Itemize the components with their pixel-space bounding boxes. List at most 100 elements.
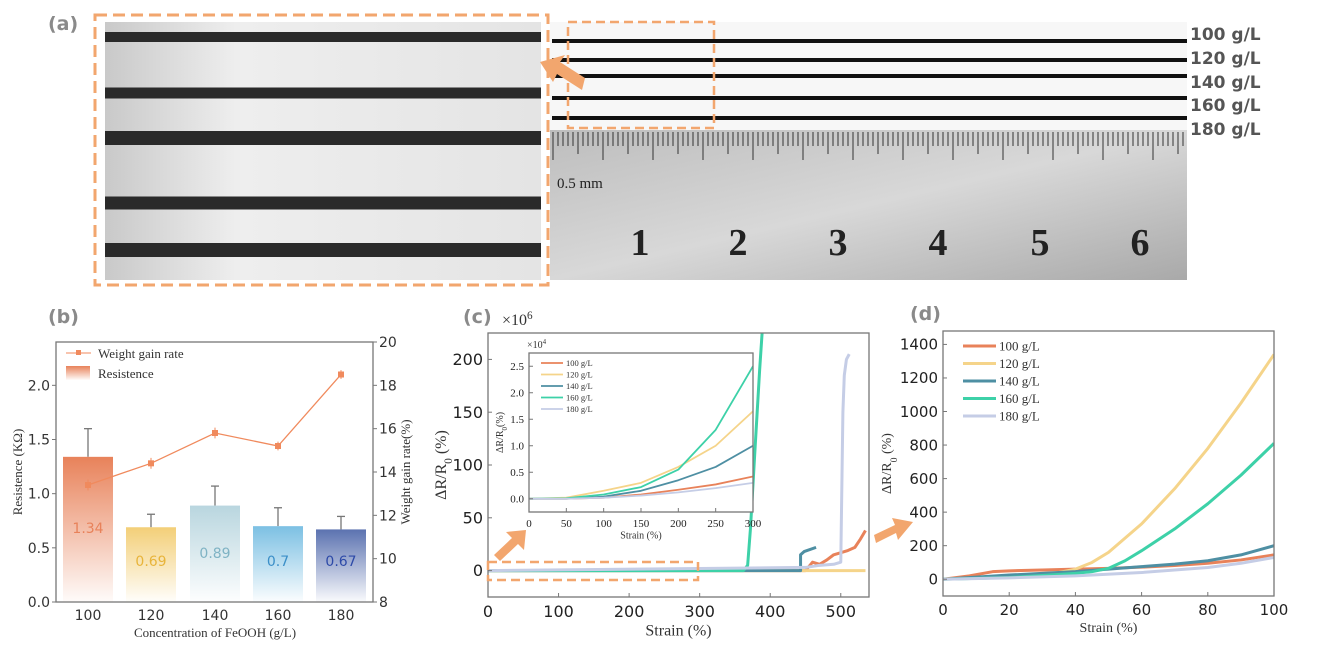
x-axis-label: Strain (%): [620, 530, 661, 541]
x-tick-label: 50: [561, 518, 573, 530]
x-tick-label: 160: [265, 608, 292, 624]
x-tick-label: 20: [1000, 601, 1019, 619]
axis-multiplier: ×104: [527, 338, 547, 351]
ruler-ticks: [552, 132, 1184, 160]
fiber: [105, 32, 541, 42]
y-axis-label-sub: 0: [443, 458, 455, 464]
series-line-180gL: [529, 481, 753, 500]
panel-b: (b) 1.340.69 0.89 0.7 0.670.00.51.01.52.081…: [10, 306, 413, 640]
y-tick-label: 100: [452, 456, 483, 475]
y-tick-label: 0.0: [28, 595, 50, 611]
y-axis-label-unit: (%): [880, 433, 895, 458]
fiber: [552, 116, 1187, 120]
x-tick-label: 60: [1132, 601, 1151, 619]
axis-multiplier: ×106: [502, 310, 533, 329]
fiber: [552, 96, 1187, 100]
y-tick-label: 2.0: [510, 388, 524, 400]
y-tick-label: 600: [909, 470, 938, 488]
multiplier-base: ×10: [502, 312, 527, 329]
x-tick-label: 100: [595, 518, 612, 530]
legend-marker-icon: [76, 350, 81, 355]
ruler-number: 5: [1031, 222, 1050, 264]
multiplier-exponent: 4: [543, 338, 547, 346]
plot-frame: [942, 330, 1275, 597]
line-point: [275, 443, 281, 449]
x-tick-label: 500: [826, 602, 857, 621]
inset-chart: 0 50 100 150 200 250 300 0.0 0.5 1.0 1.5 2.0 2.5 Stra…: [495, 338, 762, 541]
bar-value-label: 0.7: [267, 554, 289, 570]
series-group: [529, 365, 753, 500]
x-axis-label: Strain (%): [1080, 621, 1138, 636]
x-tick-label: 140: [202, 608, 229, 624]
bar: [190, 505, 240, 602]
panel-label-c: (c): [463, 306, 492, 328]
line-point: [338, 371, 344, 378]
legend-label: 100 g/L: [566, 358, 593, 368]
y-tick-label: 1200: [900, 369, 938, 387]
bar-value-label: 0.69: [135, 554, 166, 570]
zoom-region-box: [486, 560, 700, 582]
bar: [253, 526, 303, 602]
x-tick-label: 0: [938, 601, 948, 619]
series-group: [943, 353, 1274, 581]
y-tick-label: 0.5: [510, 467, 524, 479]
x-tick-label: 120: [138, 608, 165, 624]
fibers: [552, 39, 1187, 120]
multiplier-base: ×10: [527, 340, 543, 351]
concentration-label: 180 g/L: [1190, 120, 1261, 140]
legend-label: 120 g/L: [566, 369, 593, 379]
concentration-label: 160 g/L: [1190, 96, 1261, 116]
multiplier-exponent: 6: [527, 310, 533, 322]
legend-label: 100 g/L: [999, 339, 1040, 354]
legend-bar-icon: [66, 366, 90, 380]
panel-label-b: (b): [48, 306, 79, 328]
legend-label: 160 g/L: [566, 392, 593, 402]
y-axis-label-unit: (%): [495, 412, 506, 427]
fiber: [105, 131, 541, 145]
y-right-axis-label: Weight gain rate(%): [398, 419, 413, 524]
y-tick-label: 1.5: [28, 433, 50, 449]
bar-value-label: 0.67: [325, 554, 356, 570]
y-axis-label-text: ΔR/R: [880, 462, 895, 494]
y-right-tick-label: 20: [379, 335, 397, 351]
fiber: [552, 39, 1187, 43]
y-axis-label: Resistence (KΩ): [10, 429, 25, 516]
y-axis-label: ΔR/R0 (%): [433, 430, 455, 500]
panel-label-a: (a): [48, 13, 78, 35]
y-tick-label: 0.5: [28, 541, 50, 557]
y-axis-label-sub: 0: [501, 426, 509, 430]
plot-background: [529, 353, 753, 512]
series-line-100gL: [488, 529, 867, 573]
x-tick-label: 100: [1260, 601, 1289, 619]
y-tick-label: 1000: [900, 403, 938, 421]
line-point: [148, 460, 154, 467]
zoom-arrow-icon: [540, 55, 585, 90]
series-line-160gL: [488, 333, 764, 573]
x-tick-label: 300: [745, 518, 762, 530]
fiber: [105, 243, 541, 257]
y-tick-label: 1.0: [510, 441, 524, 453]
y-tick-label: 0: [928, 570, 938, 588]
fiber: [105, 87, 541, 99]
pointer-arrow-icon: [874, 518, 913, 543]
series-line-180gL: [488, 353, 851, 573]
y-axis-label: ΔR/R0 (%): [880, 433, 900, 494]
concentration-label: 140 g/L: [1190, 73, 1261, 93]
y-tick-label: 1.0: [28, 487, 50, 503]
legend-label: 180 g/L: [566, 404, 593, 414]
x-tick-label: 100: [543, 602, 574, 621]
x-tick-label: 200: [670, 518, 687, 530]
ruler-number: 4: [929, 222, 948, 264]
y-tick-label: 200: [909, 537, 938, 555]
x-tick-label: 0: [526, 518, 532, 530]
bar: [126, 527, 176, 602]
y-tick-label: 0: [473, 561, 483, 580]
ruler-numbers: 1 2 3 4 5 6: [631, 222, 1150, 264]
bar-value-label: 0.89: [199, 546, 230, 562]
series-line-140gL: [943, 544, 1274, 581]
